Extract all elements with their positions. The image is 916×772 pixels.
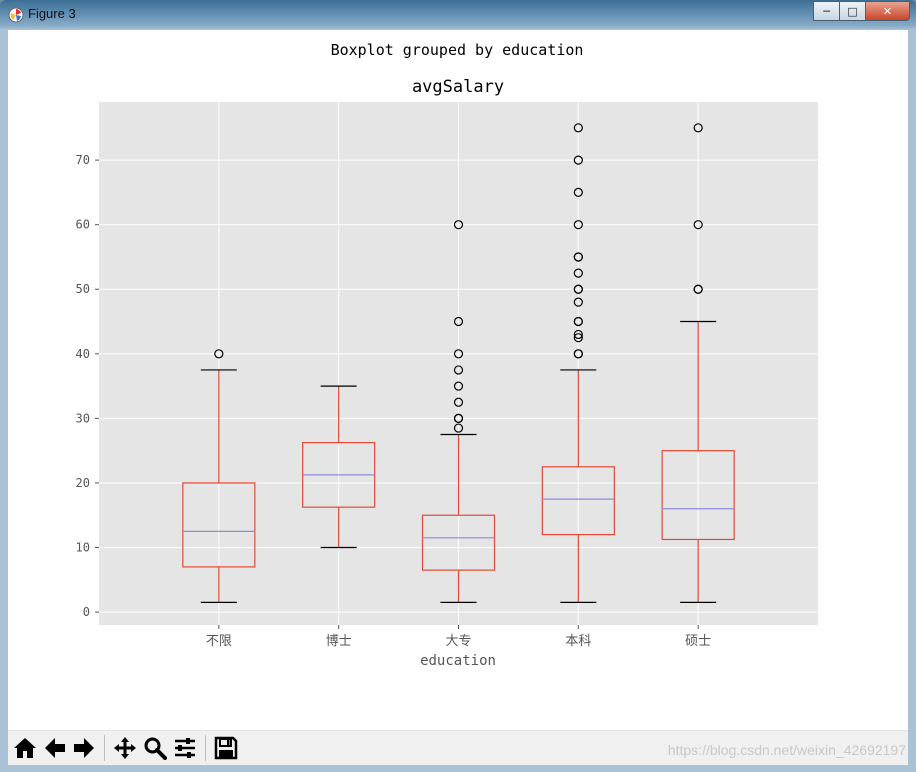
home-button[interactable] (11, 734, 39, 762)
y-axis: 0 10 20 30 40 50 60 70 (76, 153, 99, 619)
figure-suptitle: Boxplot grouped by education (331, 41, 584, 59)
outlier-point (573, 329, 583, 340)
outlier-point (453, 316, 464, 327)
y-tick-label: 0 (83, 605, 90, 619)
y-tick-label: 10 (76, 541, 90, 555)
floppy-disk-icon (214, 736, 238, 760)
configure-button[interactable] (171, 734, 199, 762)
x-axis-label: education (420, 653, 496, 669)
back-button[interactable] (41, 734, 69, 762)
maximize-icon: □ (847, 4, 858, 18)
zoom-button[interactable] (141, 734, 169, 762)
outlier-point (453, 397, 464, 407)
box-group (302, 385, 376, 549)
outlier-point (453, 381, 464, 391)
x-axis: 不限 博士 大专 本科 硕士 (206, 625, 711, 649)
y-tick-label: 40 (76, 347, 90, 361)
sliders-icon (175, 738, 195, 758)
x-tick-label: 本科 (565, 634, 591, 649)
outlier-point (693, 284, 703, 294)
boxplot-series (182, 123, 735, 604)
y-tick-label: 20 (76, 476, 90, 490)
outlier-point (453, 423, 464, 433)
outlier-point (573, 220, 583, 230)
close-icon: ✕ (882, 4, 893, 18)
outlier-point (214, 349, 224, 359)
outlier-point (573, 316, 583, 327)
maximize-button[interactable]: □ (839, 1, 866, 21)
outlier-point (453, 349, 464, 359)
iqr-box (541, 466, 615, 536)
outlier-point (573, 268, 583, 278)
y-tick-label: 50 (76, 282, 90, 296)
x-tick-label: 硕士 (685, 634, 711, 649)
save-button[interactable] (212, 734, 240, 762)
outlier-point (573, 252, 583, 262)
y-tick-label: 60 (76, 218, 90, 232)
move-icon (114, 737, 136, 759)
navigation-toolbar: https://blog.csdn.net/weixin_42692197 (8, 730, 908, 765)
x-tick-label: 大专 (445, 634, 471, 649)
watermark: https://blog.csdn.net/weixin_42692197 (667, 742, 906, 758)
outlier-point (453, 365, 464, 375)
minimize-icon: ─ (823, 4, 830, 18)
matplotlib-icon (8, 7, 24, 23)
forward-arrow-icon (74, 738, 94, 758)
outlier-point (573, 284, 583, 294)
iqr-box (182, 482, 256, 568)
outlier-point (573, 187, 583, 197)
figure-canvas[interactable]: Boxplot grouped by education avgSalary 0… (8, 30, 908, 730)
x-tick-label: 博士 (326, 634, 352, 649)
minimize-button[interactable]: ─ (813, 1, 840, 21)
toolbar-separator (205, 735, 206, 761)
outlier-point (693, 220, 703, 230)
y-tick-label: 70 (76, 153, 90, 167)
outlier-point (453, 413, 464, 423)
box-group (661, 123, 735, 604)
figure-canvas-area: Boxplot grouped by education avgSalary 0… (8, 30, 908, 765)
outlier-point (573, 349, 583, 359)
x-tick-label: 不限 (206, 634, 232, 649)
box-group (182, 349, 256, 604)
y-tick-label: 30 (76, 411, 90, 425)
outlier-point (573, 333, 583, 343)
close-button[interactable]: ✕ (865, 1, 910, 21)
forward-button[interactable] (70, 734, 98, 762)
iqr-box (421, 514, 496, 571)
outlier-point (693, 123, 703, 133)
outlier-point (453, 220, 464, 230)
back-arrow-icon (45, 738, 65, 758)
window-title: Figure 3 (28, 6, 76, 21)
toolbar-separator (104, 735, 105, 761)
magnifier-icon (144, 737, 167, 760)
iqr-box (661, 450, 735, 541)
outlier-point (573, 123, 583, 133)
grid-lines (99, 102, 818, 625)
home-icon (14, 738, 36, 758)
outlier-point (573, 297, 583, 307)
box-group (541, 123, 615, 604)
box-group (421, 220, 496, 604)
chart-title: avgSalary (412, 77, 504, 97)
title-bar[interactable]: Figure 3 ─ □ ✕ (0, 0, 916, 30)
pan-button[interactable] (111, 734, 139, 762)
outlier-point (573, 155, 583, 165)
